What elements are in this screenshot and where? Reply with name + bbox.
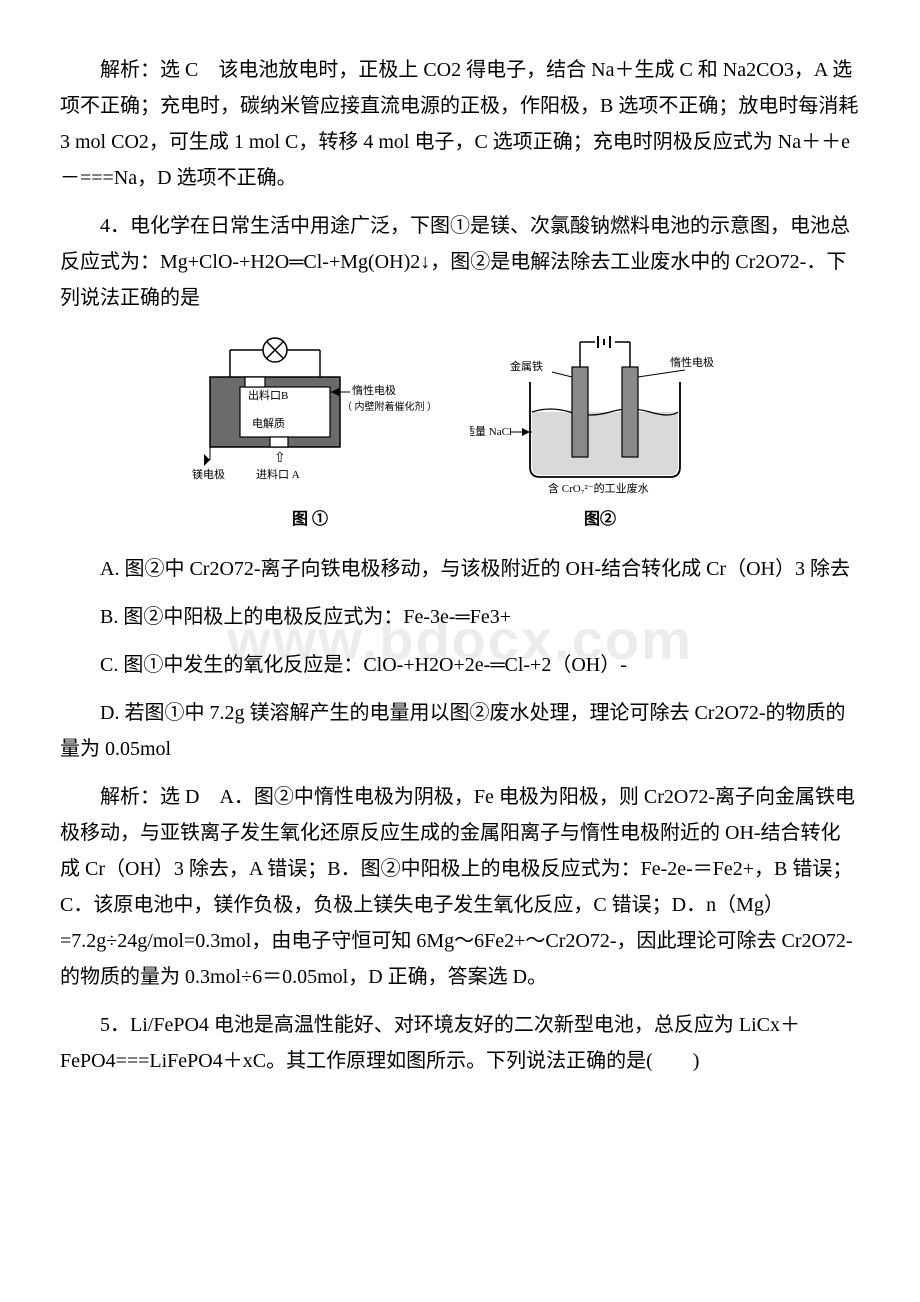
fig2-label-waste: 含 CrO₇²⁻的工业废水 [548,481,649,495]
fig1-label-out-b: 出料口B [248,388,288,402]
fig2-label-inert: 惰性电极 [670,355,714,369]
option-c: C. 图①中发生的氧化反应是：ClO-+H2O+2e-═Cl-+2（OH）- [60,647,860,683]
paragraph-explanation-1: 解析：选 C 该电池放电时，正极上 CO2 得电子，结合 Na＋生成 C 和 N… [60,52,860,196]
option-a: A. 图②中 Cr2O72-离子向铁电极移动，与该极附近的 OH-结合转化成 C… [60,551,860,587]
fig2-label-fe: 金属铁 [510,359,543,373]
figure-1-svg: 出料口B 电解质 惰性电极 （ 内壁附着催化剂 ） 镁电极 ⇧ 进料口 A [190,332,430,502]
fig2-label-nacl: 适量 NaCl [470,425,512,438]
fig1-label-catalyst: （ 内壁附着催化剂 ） [342,400,430,413]
figure-1-caption: 图 ① [292,506,328,535]
fig1-label-mg: 镁电极 [192,467,225,481]
fig1-label-in-a: 进料口 A [256,467,300,481]
fig1-arrow-up: ⇧ [274,451,286,466]
figure-2-svg: 金属铁 惰性电极 适量 NaCl 含 CrO₇²⁻的工业废水 [470,332,730,502]
document-content: 解析：选 C 该电池放电时，正极上 CO2 得电子，结合 Na＋生成 C 和 N… [60,52,860,1079]
paragraph-question-5: 5．Li/FePO4 电池是高温性能好、对环境友好的二次新型电池，总反应为 Li… [60,1007,860,1079]
figure-1: 出料口B 电解质 惰性电极 （ 内壁附着催化剂 ） 镁电极 ⇧ 进料口 A 图 … [190,332,430,535]
figure-2-caption: 图② [584,506,616,535]
fig1-label-inert: 惰性电极 [352,383,396,397]
figure-row: 出料口B 电解质 惰性电极 （ 内壁附着催化剂 ） 镁电极 ⇧ 进料口 A 图 … [60,332,860,535]
figure-2: 金属铁 惰性电极 适量 NaCl 含 CrO₇²⁻的工业废水 图② [470,332,730,535]
option-d: D. 若图①中 7.2g 镁溶解产生的电量用以图②废水处理，理论可除去 Cr2O… [60,695,860,767]
paragraph-question-4: 4．电化学在日常生活中用途广泛，下图①是镁、次氯酸钠燃料电池的示意图，电池总反应… [60,208,860,316]
fig1-label-electrolyte: 电解质 [252,416,285,430]
option-b: B. 图②中阳极上的电极反应式为：Fe-3e-═Fe3+ [60,599,860,635]
paragraph-explanation-2: 解析：选 D A．图②中惰性电极为阴极，Fe 电极为阳极，则 Cr2O72-离子… [60,779,860,995]
